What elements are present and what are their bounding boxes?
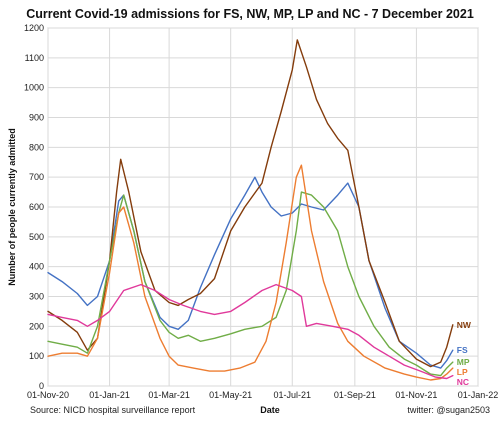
source-note: Source: NICD hospital surveillance repor… [30, 405, 196, 415]
x-tick-label: 01-Nov-20 [27, 390, 69, 400]
y-tick-label: 400 [29, 262, 44, 272]
grid-layer [47, 27, 479, 387]
series-line-lp [47, 164, 454, 381]
y-tick-label: 700 [29, 172, 44, 182]
series-line-nw [47, 39, 454, 368]
x-axis-title: Date [260, 405, 280, 415]
x-tick-label: 01-Nov-21 [395, 390, 437, 400]
series-label-nw: NW [457, 320, 472, 330]
y-tick-label: 200 [29, 321, 44, 331]
y-tick-label: 1100 [25, 53, 44, 63]
x-tick-labels: 01-Nov-20 01-Jan-21 01-Mar-21 01-May-21 01-J… [27, 390, 498, 400]
y-tick-label: 800 [29, 142, 44, 152]
y-tick-label: 500 [29, 232, 44, 242]
series-line-fs [47, 176, 454, 369]
x-tick-label: 01-Jan-22 [458, 390, 499, 400]
x-tick-label: 01-Sep-21 [334, 390, 376, 400]
y-tick-label: 600 [29, 202, 44, 212]
series-line-mp [47, 191, 454, 377]
series-label-mp: MP [457, 357, 470, 367]
y-tick-label: 300 [29, 292, 44, 302]
y-tick-label: 100 [29, 351, 44, 361]
series-label-fs: FS [457, 345, 468, 355]
y-tick-label: 1000 [24, 83, 44, 93]
x-tick-label: 01-May-21 [209, 390, 252, 400]
y-axis-title: Number of people currently admitted [7, 128, 17, 286]
x-tick-label: 01-Jan-21 [89, 390, 130, 400]
y-tick-label: 1200 [24, 23, 44, 33]
series-layer [47, 39, 454, 381]
series-label-nc: NC [457, 377, 469, 387]
series-line-nc [47, 283, 454, 380]
y-tick-label: 0 [39, 381, 44, 391]
x-tick-label: 01-Jul-21 [274, 390, 312, 400]
series-label-lp: LP [457, 367, 468, 377]
y-tick-label: 900 [29, 113, 44, 123]
x-tick-label: 01-Mar-21 [148, 390, 190, 400]
y-tick-labels: 0 100 200 300 400 500 600 700 800 900 1000 1100 1200 [24, 23, 44, 391]
credit-note: twitter: @sugan2503 [407, 405, 490, 415]
chart-title: Current Covid-19 admissions for FS, NW, … [26, 7, 474, 21]
